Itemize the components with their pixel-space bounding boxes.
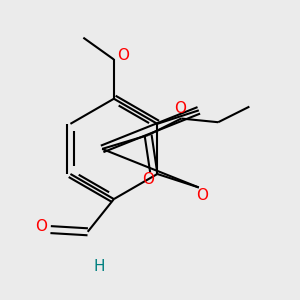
Text: O: O bbox=[196, 188, 208, 203]
Text: O: O bbox=[118, 49, 130, 64]
Text: O: O bbox=[174, 101, 186, 116]
Text: O: O bbox=[142, 172, 154, 187]
Text: H: H bbox=[94, 259, 105, 274]
Text: O: O bbox=[35, 219, 47, 234]
